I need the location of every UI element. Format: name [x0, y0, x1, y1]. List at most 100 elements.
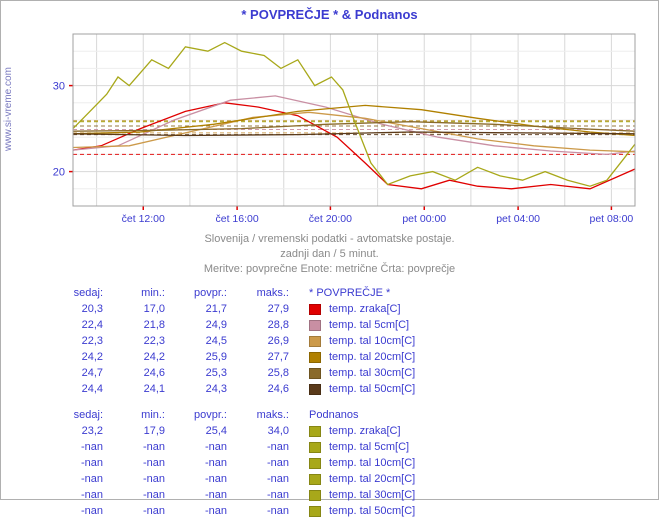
legend-title: Podnanos	[309, 409, 415, 421]
cell-value: -nan	[107, 441, 165, 453]
chart-area: 20 30 čet 12:00 čet 16:00 čet 20:00 pet 00:00…	[45, 28, 638, 228]
svg-text:čet 12:00: čet 12:00	[122, 213, 165, 225]
cell-value: 20,3	[45, 303, 103, 315]
col-header: maks.:	[231, 409, 289, 421]
legend-swatch	[309, 384, 321, 395]
cell-value: 26,9	[231, 335, 289, 347]
cell-value: -nan	[107, 505, 165, 517]
cell-value: 23,2	[45, 425, 103, 437]
legend-label: temp. tal 30cm[C]	[329, 367, 415, 379]
legend: * POVPREČJE * temp. zraka[C] temp. tal 5cm…	[309, 287, 415, 395]
cell-value: 24,7	[45, 367, 103, 379]
cell-value: 25,3	[169, 367, 227, 379]
cell-value: -nan	[107, 473, 165, 485]
stats-columns: sedaj:min.:povpr.:maks.:20,317,021,727,9…	[45, 287, 289, 395]
legend-label: temp. tal 10cm[C]	[329, 335, 415, 347]
legend-swatch	[309, 336, 321, 347]
cell-value: 25,9	[169, 351, 227, 363]
subtitle-line: Slovenija / vremenski podatki - avtomats…	[1, 232, 658, 247]
legend-swatch	[309, 320, 321, 331]
cell-value: 17,0	[107, 303, 165, 315]
legend-label: temp. tal 20cm[C]	[329, 473, 415, 485]
legend-label: temp. zraka[C]	[329, 303, 415, 315]
cell-value: -nan	[231, 505, 289, 517]
cell-value: -nan	[45, 489, 103, 501]
col-header: min.:	[107, 287, 165, 299]
col-header: sedaj:	[45, 287, 103, 299]
chart-title: * POVPREČJE * & Podnanos	[1, 1, 658, 22]
cell-value: 34,0	[231, 425, 289, 437]
cell-value: 25,4	[169, 425, 227, 437]
legend: Podnanos temp. zraka[C] temp. tal 5cm[C] te…	[309, 409, 415, 517]
svg-text:30: 30	[53, 81, 65, 93]
cell-value: 24,3	[169, 383, 227, 395]
subtitle-line: zadnji dan / 5 minut.	[1, 247, 658, 262]
legend-swatch	[309, 474, 321, 485]
col-header: povpr.:	[169, 409, 227, 421]
cell-value: 24,1	[107, 383, 165, 395]
legend-swatch	[309, 490, 321, 501]
legend-title: * POVPREČJE *	[309, 287, 415, 299]
legend-label: temp. tal 20cm[C]	[329, 351, 415, 363]
data-tables: sedaj: min.: povpr.: maks.: 20,3 17,0 21,7 27,9…	[45, 287, 638, 517]
cell-value: -nan	[169, 457, 227, 469]
svg-text:20: 20	[53, 167, 65, 179]
cell-value: 24,9	[169, 319, 227, 331]
legend-swatch	[309, 426, 321, 437]
cell-value: -nan	[231, 441, 289, 453]
chart-subtitle: Slovenija / vremenski podatki - avtomats…	[1, 232, 658, 277]
legend-label: temp. tal 5cm[C]	[329, 441, 415, 453]
legend-label: temp. tal 10cm[C]	[329, 457, 415, 469]
svg-text:pet 04:00: pet 04:00	[496, 213, 540, 225]
cell-value: 24,2	[107, 351, 165, 363]
col-header: maks.:	[231, 287, 289, 299]
legend-swatch	[309, 506, 321, 517]
cell-value: 28,8	[231, 319, 289, 331]
legend-swatch	[309, 442, 321, 453]
stats-table: sedaj: min.: povpr.: maks.: 23,2 17,9 25,4 34,0…	[45, 409, 638, 517]
chart-frame: www.si-vreme.com * POVPREČJE * & Podnano…	[0, 0, 659, 500]
legend-swatch	[309, 368, 321, 379]
cell-value: -nan	[45, 441, 103, 453]
cell-value: -nan	[107, 489, 165, 501]
cell-value: -nan	[169, 473, 227, 485]
cell-value: 21,7	[169, 303, 227, 315]
col-header: min.:	[107, 409, 165, 421]
legend-label: temp. tal 5cm[C]	[329, 319, 415, 331]
cell-value: 22,4	[45, 319, 103, 331]
cell-value: -nan	[45, 505, 103, 517]
legend-swatch	[309, 352, 321, 363]
svg-text:pet 08:00: pet 08:00	[589, 213, 633, 225]
legend-swatch	[309, 458, 321, 469]
legend-swatch	[309, 304, 321, 315]
cell-value: -nan	[231, 457, 289, 469]
cell-value: -nan	[107, 457, 165, 469]
cell-value: 24,4	[45, 383, 103, 395]
col-header: sedaj:	[45, 409, 103, 421]
stats-table: sedaj:min.:povpr.:maks.:20,317,021,727,9…	[45, 287, 638, 395]
cell-value: -nan	[169, 441, 227, 453]
cell-value: -nan	[45, 473, 103, 485]
cell-value: -nan	[169, 489, 227, 501]
cell-value: 24,6	[231, 383, 289, 395]
stats-columns: sedaj: min.: povpr.: maks.: 23,2 17,9 25,4 34,0…	[45, 409, 289, 517]
cell-value: -nan	[231, 473, 289, 485]
svg-text:pet 00:00: pet 00:00	[402, 213, 446, 225]
legend-label: temp. tal 50cm[C]	[329, 505, 415, 517]
legend-label: temp. zraka[C]	[329, 425, 415, 437]
cell-value: 27,9	[231, 303, 289, 315]
cell-value: -nan	[45, 457, 103, 469]
cell-value: 22,3	[107, 335, 165, 347]
cell-value: 21,8	[107, 319, 165, 331]
cell-value: 24,5	[169, 335, 227, 347]
cell-value: 25,8	[231, 367, 289, 379]
svg-text:čet 16:00: čet 16:00	[216, 213, 259, 225]
legend-label: temp. tal 30cm[C]	[329, 489, 415, 501]
svg-text:čet 20:00: čet 20:00	[309, 213, 352, 225]
cell-value: 22,3	[45, 335, 103, 347]
cell-value: 17,9	[107, 425, 165, 437]
source-url: www.si-vreme.com	[3, 67, 14, 151]
line-chart: 20 30 čet 12:00 čet 16:00 čet 20:00 pet 00:00…	[45, 28, 640, 228]
cell-value: -nan	[169, 505, 227, 517]
cell-value: 24,2	[45, 351, 103, 363]
